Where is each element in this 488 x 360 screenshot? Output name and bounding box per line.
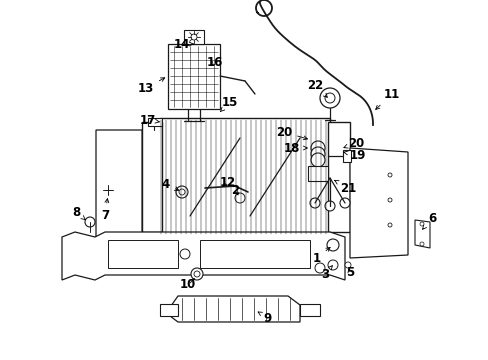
Text: 4: 4 bbox=[162, 177, 178, 190]
Polygon shape bbox=[165, 296, 299, 322]
Bar bbox=[148, 118, 162, 126]
Circle shape bbox=[339, 198, 349, 208]
Polygon shape bbox=[349, 148, 407, 258]
Text: 14: 14 bbox=[173, 37, 193, 50]
Bar bbox=[342, 150, 350, 162]
Circle shape bbox=[176, 186, 187, 198]
Circle shape bbox=[310, 141, 325, 155]
Circle shape bbox=[327, 260, 337, 270]
Text: 17: 17 bbox=[140, 113, 159, 126]
Circle shape bbox=[314, 263, 325, 273]
Polygon shape bbox=[62, 232, 345, 280]
Circle shape bbox=[309, 198, 319, 208]
Bar bbox=[160, 304, 178, 316]
Text: 19: 19 bbox=[343, 149, 366, 162]
Bar bbox=[299, 304, 319, 316]
Circle shape bbox=[319, 88, 339, 108]
Circle shape bbox=[387, 173, 391, 177]
Text: 20: 20 bbox=[275, 126, 307, 140]
Text: 7: 7 bbox=[101, 199, 109, 221]
Circle shape bbox=[191, 34, 197, 40]
Text: 15: 15 bbox=[220, 95, 238, 112]
Bar bbox=[200, 240, 309, 268]
Circle shape bbox=[419, 242, 423, 246]
Circle shape bbox=[310, 147, 325, 161]
Text: 3: 3 bbox=[320, 266, 332, 280]
Polygon shape bbox=[414, 220, 429, 248]
Text: 22: 22 bbox=[306, 78, 326, 97]
Circle shape bbox=[387, 198, 391, 202]
Text: 6: 6 bbox=[422, 212, 435, 229]
Bar bbox=[168, 44, 220, 109]
Bar bbox=[142, 122, 162, 232]
Circle shape bbox=[310, 153, 325, 167]
Text: 8: 8 bbox=[72, 206, 85, 220]
Circle shape bbox=[419, 222, 423, 226]
Text: 20: 20 bbox=[343, 136, 364, 149]
Circle shape bbox=[191, 268, 203, 280]
Circle shape bbox=[179, 189, 184, 195]
Circle shape bbox=[325, 93, 334, 103]
Text: 12: 12 bbox=[220, 176, 236, 189]
Circle shape bbox=[85, 217, 95, 227]
Bar bbox=[108, 240, 178, 268]
Bar bbox=[307, 166, 327, 181]
Bar bbox=[327, 122, 349, 232]
Circle shape bbox=[345, 262, 350, 268]
Circle shape bbox=[235, 193, 244, 203]
Text: 13: 13 bbox=[138, 78, 164, 95]
Text: 16: 16 bbox=[206, 55, 223, 68]
Circle shape bbox=[387, 223, 391, 227]
Text: 5: 5 bbox=[345, 266, 353, 279]
Bar bbox=[183, 30, 203, 44]
Text: 1: 1 bbox=[312, 247, 329, 265]
Text: 10: 10 bbox=[180, 279, 196, 292]
Circle shape bbox=[194, 271, 200, 277]
Circle shape bbox=[326, 239, 338, 251]
Circle shape bbox=[325, 201, 334, 211]
Bar bbox=[160, 118, 329, 236]
Text: 2: 2 bbox=[230, 184, 239, 197]
Circle shape bbox=[180, 249, 190, 259]
Text: 9: 9 bbox=[258, 311, 271, 324]
Text: 11: 11 bbox=[375, 87, 399, 109]
Polygon shape bbox=[96, 130, 142, 246]
Text: 18: 18 bbox=[283, 141, 306, 154]
Text: 21: 21 bbox=[334, 180, 355, 194]
